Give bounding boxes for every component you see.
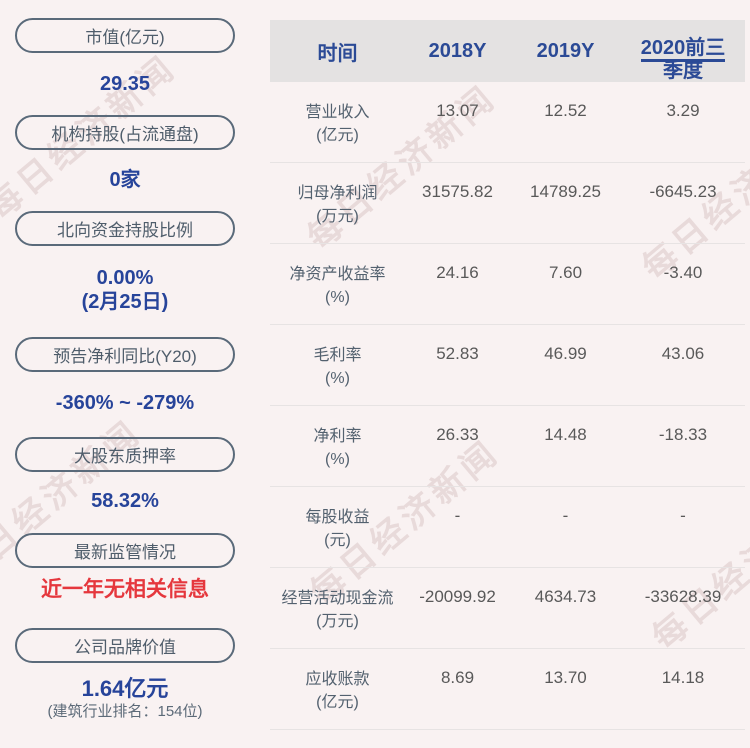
northbound-ratio-value: 0.00% — [96, 267, 154, 289]
table-row-roe: 净资产收益率 (%) 24.16 7.60 -3.40 — [270, 244, 745, 325]
pledge-ratio-value: 58.32% — [91, 490, 159, 512]
row-label: 每股收益 (元) — [305, 509, 370, 549]
pill-label: 预告净利同比(Y20) — [53, 347, 197, 366]
pill-label: 市值(亿元) — [85, 28, 165, 47]
northbound-ratio-date: (2月25日) — [81, 291, 169, 313]
row-label: 净利率 (%) — [313, 428, 362, 468]
cell-2020q3: - — [680, 506, 686, 525]
pill-label: 最新监管情况 — [74, 543, 176, 562]
cell-2018: 13.07 — [436, 101, 479, 120]
regulatory-status-value: 近一年无相关信息 — [41, 578, 209, 601]
header-2020q3-line2: 季度 — [663, 60, 703, 82]
header-2019: 2019Y — [536, 40, 595, 62]
cell-2018: 8.69 — [440, 668, 475, 687]
cell-2019: 14.48 — [544, 425, 587, 444]
pill-forecast-profit-yoy: 预告净利同比(Y20) — [15, 337, 235, 372]
pill-market-cap: 市值(亿元) — [15, 18, 235, 53]
cell-2020q3: -3.40 — [663, 263, 703, 282]
table-header-row: 时间 2018Y 2019Y 2020前三 季度 — [270, 20, 745, 82]
brand-value-amount: 1.64亿元 — [81, 676, 169, 701]
pill-label: 大股东质押率 — [74, 447, 176, 466]
row-label: 营业收入 (亿元) — [305, 104, 370, 144]
cell-2018: 52.83 — [436, 344, 479, 363]
institutional-holding-value: 0家 — [109, 169, 141, 191]
header-2020q3: 2020前三 季度 — [621, 37, 745, 83]
pill-regulatory-status: 最新监管情况 — [15, 533, 235, 568]
cell-2018: 26.33 — [436, 425, 479, 444]
row-label: 毛利率 (%) — [313, 347, 362, 387]
table-row-operating-cashflow: 经营活动现金流 (万元) -20099.92 4634.73 -33628.39 — [270, 568, 745, 649]
cell-2019: 12.52 — [544, 101, 587, 120]
row-label: 归母净利润 (万元) — [297, 185, 378, 225]
pill-label: 北向资金持股比例 — [57, 221, 193, 240]
market-cap-value: 29.35 — [99, 73, 151, 95]
table-row-receivables: 应收账款 (亿元) 8.69 13.70 14.18 — [270, 649, 745, 730]
brand-value-rank: (建筑行业排名：154位) — [47, 703, 203, 720]
pill-label: 公司品牌价值 — [74, 638, 176, 657]
table-row-revenue: 营业收入 (亿元) 13.07 12.52 3.29 — [270, 82, 745, 163]
cell-2020q3: 14.18 — [661, 668, 705, 687]
cell-2020q3: -33628.39 — [644, 587, 722, 606]
pill-major-shareholder-pledge: 大股东质押率 — [15, 437, 235, 472]
row-label: 经营活动现金流 (万元) — [281, 590, 394, 630]
cell-2019: 13.70 — [544, 668, 587, 687]
cell-2020q3: 43.06 — [661, 344, 705, 363]
cell-2018: 24.16 — [436, 263, 479, 282]
header-time: 时间 — [317, 43, 358, 65]
row-label: 净资产收益率 (%) — [289, 266, 386, 306]
cell-2019: 46.99 — [544, 344, 587, 363]
pill-brand-value: 公司品牌价值 — [15, 628, 235, 663]
pill-northbound-ratio: 北向资金持股比例 — [15, 211, 235, 246]
cell-2019: 14789.25 — [530, 182, 601, 201]
header-2020q3-line1: 2020前三 — [640, 37, 726, 62]
cell-2019: - — [562, 506, 569, 525]
table-row-net-margin: 净利率 (%) 26.33 14.48 -18.33 — [270, 406, 745, 487]
pill-label: 机构持股(占流通盘) — [51, 125, 199, 144]
cell-2019: 7.60 — [548, 263, 583, 282]
forecast-profit-yoy-value: -360% ~ -279% — [55, 392, 195, 414]
cell-2020q3: -18.33 — [658, 425, 708, 444]
cell-2019: 4634.73 — [534, 587, 597, 606]
row-label: 应收账款 (亿元) — [305, 671, 370, 711]
pill-institutional-holding: 机构持股(占流通盘) — [15, 115, 235, 150]
table-row-eps: 每股收益 (元) - - - — [270, 487, 745, 568]
cell-2020q3: -6645.23 — [649, 182, 717, 201]
financial-table: 时间 2018Y 2019Y 2020前三 季度 营业收入 (亿元) 13.07 1… — [270, 20, 745, 730]
header-2018: 2018Y — [428, 40, 487, 62]
cell-2018: 31575.82 — [422, 182, 493, 201]
table-row-net-profit: 归母净利润 (万元) 31575.82 14789.25 -6645.23 — [270, 163, 745, 244]
cell-2018: - — [454, 506, 461, 525]
cell-2020q3: 3.29 — [666, 101, 700, 120]
cell-2018: -20099.92 — [419, 587, 496, 606]
table-row-gross-margin: 毛利率 (%) 52.83 46.99 43.06 — [270, 325, 745, 406]
